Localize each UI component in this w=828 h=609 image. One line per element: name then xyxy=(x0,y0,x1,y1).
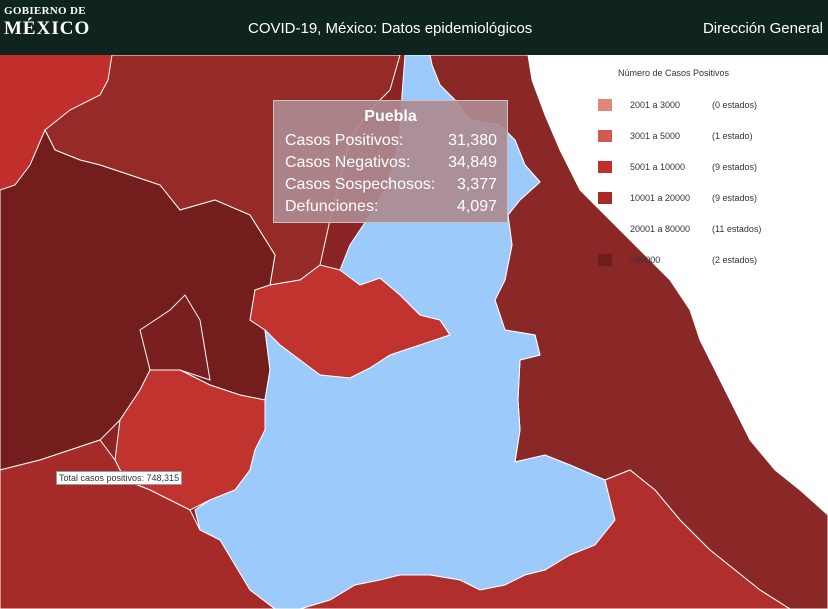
logo-top-text: GOBIERNO DE xyxy=(4,5,86,17)
header-bar: GOBIERNO DE MÉXICO COVID-19, México: Dat… xyxy=(0,0,828,55)
direccion-general-link[interactable]: Dirección General xyxy=(702,20,823,37)
legend-swatch xyxy=(598,130,612,142)
legend-title: Número de Casos Positivos xyxy=(618,68,730,78)
legend-swatch xyxy=(598,161,612,173)
legend-range: >80000 xyxy=(630,255,661,265)
legend-swatch xyxy=(598,223,612,235)
region-left-red[interactable] xyxy=(0,55,112,190)
tooltip-label: Casos Negativos: xyxy=(285,154,411,171)
region-bottom-right[interactable] xyxy=(299,469,791,609)
tooltip-value: 34,849 xyxy=(448,154,497,171)
legend-range: 2001 a 3000 xyxy=(630,100,681,110)
tooltip-value: 31,380 xyxy=(448,132,497,149)
legend-swatch xyxy=(598,192,612,204)
legend-item[interactable]: 20001 a 80000 (11 estados) xyxy=(598,223,808,237)
legend-item[interactable]: 5001 a 10000 (9 estados) xyxy=(598,161,808,175)
gobierno-logo[interactable]: GOBIERNO DE MÉXICO xyxy=(4,5,91,39)
legend-item[interactable]: 2001 a 3000 (0 estados) xyxy=(598,99,808,113)
legend-count: (9 estados) xyxy=(712,162,758,172)
legend-count: (1 estado) xyxy=(712,131,753,141)
tooltip-state-name: Puebla xyxy=(364,108,417,125)
tooltip-label: Casos Sospechosos: xyxy=(285,176,436,193)
airplane-icon xyxy=(754,424,801,451)
page-title: COVID-19, México: Datos epidemiológicos xyxy=(248,20,533,37)
legend-range: 20001 a 80000 xyxy=(630,224,691,234)
legend-item[interactable]: >80000 (2 estados) xyxy=(598,254,808,268)
tooltip-label: Defunciones: xyxy=(285,198,379,215)
tooltip-value: 4,097 xyxy=(456,198,497,215)
legend-swatch xyxy=(598,254,612,266)
legend-swatch xyxy=(598,99,612,111)
legend-count: (0 estados) xyxy=(712,100,758,110)
tooltip-label: Casos Positivos: xyxy=(285,132,404,149)
legend-count: (2 estados) xyxy=(712,255,758,265)
state-tooltip: Puebla Casos Positivos: 31,380 Casos Neg… xyxy=(273,100,508,223)
legend-count: (11 estados) xyxy=(712,224,762,234)
logo-bottom-text: MÉXICO xyxy=(4,18,91,39)
legend-count: (9 estados) xyxy=(712,193,758,203)
legend-item[interactable]: 3001 a 5000 (1 estado) xyxy=(598,130,808,144)
legend-range: 10001 a 20000 xyxy=(630,193,691,203)
legend-range: 5001 a 10000 xyxy=(630,162,686,172)
legend-item[interactable]: 10001 a 20000 (9 estados) xyxy=(598,192,808,206)
tooltip-value: 3,377 xyxy=(456,176,497,193)
legend-range: 3001 a 5000 xyxy=(630,131,681,141)
total-positive-label: Total casos positivos: 748,315 xyxy=(56,471,183,485)
